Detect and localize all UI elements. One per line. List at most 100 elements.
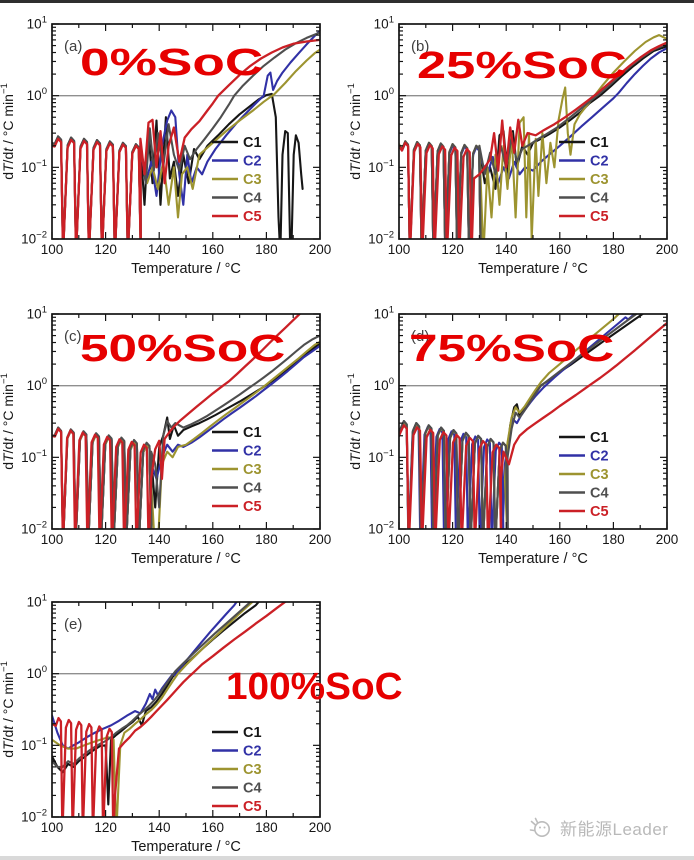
panel-e: 100 120 140 160 180 200 10−2 10−1 100 101 Temperat… bbox=[0, 582, 403, 860]
x-tick-label: 160 bbox=[202, 532, 225, 547]
y-tick-label: 10−2 bbox=[21, 520, 47, 537]
series-group bbox=[399, 314, 667, 529]
series-C4 bbox=[52, 602, 252, 768]
legend-label-C3: C3 bbox=[243, 172, 262, 188]
x-tick-label: 120 bbox=[441, 242, 464, 257]
series-C5 bbox=[399, 41, 667, 239]
legend-label-C3: C3 bbox=[243, 762, 262, 778]
y-axis-title: dT/dt / °C min−1 bbox=[0, 661, 16, 758]
y-tick-label: 100 bbox=[374, 376, 394, 393]
panel-e-chart: 100 120 140 160 180 200 10−2 10−1 100 101 Temperat… bbox=[0, 593, 331, 856]
legend-label-C5: C5 bbox=[243, 499, 262, 515]
x-tick-label: 120 bbox=[441, 532, 464, 547]
x-tick-label: 120 bbox=[94, 820, 117, 835]
y-axis-title: dT/dt / °C min−1 bbox=[0, 83, 16, 180]
x-tick-label: 180 bbox=[602, 532, 625, 547]
panel-letter: (c) bbox=[64, 328, 82, 345]
x-tick-label: 200 bbox=[656, 242, 679, 257]
top-edge-bar bbox=[0, 0, 694, 3]
series-C5 bbox=[52, 38, 320, 239]
axis-ticks bbox=[398, 23, 668, 240]
y-tick-label: 101 bbox=[374, 15, 394, 32]
panel-c-chart: 100 120 140 160 180 200 10−2 10−1 100 101 Temperat… bbox=[0, 305, 331, 568]
y-tick-label: 10−2 bbox=[368, 230, 394, 247]
x-axis-title: Temperature / °C bbox=[131, 261, 241, 277]
legend-label-C5: C5 bbox=[243, 799, 262, 815]
series-group bbox=[52, 314, 320, 529]
legend-label-C2: C2 bbox=[243, 154, 262, 170]
soc-label-a: 0%SoC bbox=[80, 42, 264, 84]
x-tick-label: 100 bbox=[388, 532, 411, 547]
y-axis-title: dT/dt / °C min−1 bbox=[0, 373, 16, 470]
panel-d: 100 120 140 160 180 200 10−2 10−1 100 101 Temperat… bbox=[346, 294, 694, 582]
y-tick-label: 101 bbox=[374, 305, 394, 322]
y-tick-label: 101 bbox=[27, 593, 47, 610]
legend-label-C1: C1 bbox=[243, 425, 262, 441]
x-tick-label: 100 bbox=[41, 532, 64, 547]
panel-a-chart: 100 120 140 160 180 200 10−2 10−1 100 101 Temperat… bbox=[0, 15, 331, 278]
soc-label-e: 100%SoC bbox=[226, 666, 403, 708]
panel-c: 100 120 140 160 180 200 10−2 10−1 100 101 Temperat… bbox=[0, 294, 347, 582]
axis-ticks bbox=[51, 313, 321, 530]
axis-labels: 100 120 140 160 180 200 10−2 10−1 100 101 Temperat… bbox=[0, 305, 331, 568]
legend-label-C3: C3 bbox=[590, 172, 609, 188]
legend-label-C2: C2 bbox=[590, 154, 609, 170]
y-tick-label: 10−2 bbox=[21, 230, 47, 247]
brand-watermark-text: 新能源Leader bbox=[560, 820, 669, 839]
legend: C1 C2 C3 C4 C5 bbox=[212, 725, 262, 815]
panel-letter: (a) bbox=[64, 38, 82, 55]
soc-label-b: 25%SoC bbox=[417, 45, 627, 87]
x-tick-label: 100 bbox=[388, 242, 411, 257]
axis-ticks bbox=[51, 601, 321, 818]
y-tick-label: 10−2 bbox=[368, 520, 394, 537]
soc-label-d: 75%SoC bbox=[409, 328, 615, 370]
x-tick-label: 160 bbox=[202, 242, 225, 257]
x-tick-label: 140 bbox=[148, 820, 171, 835]
bottom-edge-bar bbox=[0, 856, 694, 860]
x-tick-label: 120 bbox=[94, 242, 117, 257]
legend: C1 C2 C3 C4 C5 bbox=[559, 430, 609, 520]
series-C5 bbox=[399, 321, 667, 529]
x-tick-label: 140 bbox=[148, 242, 171, 257]
series-group bbox=[52, 602, 287, 817]
axis-ticks bbox=[51, 23, 321, 240]
x-tick-label: 160 bbox=[549, 532, 572, 547]
legend-label-C1: C1 bbox=[590, 135, 609, 151]
x-tick-label: 200 bbox=[309, 242, 332, 257]
y-axis-title: dT/dt / °C min−1 bbox=[346, 373, 363, 470]
x-tick-label: 180 bbox=[255, 242, 278, 257]
x-tick-label: 200 bbox=[309, 820, 332, 835]
legend: C1 C2 C3 C4 C5 bbox=[212, 425, 262, 515]
axis-ticks bbox=[398, 313, 668, 530]
legend-label-C1: C1 bbox=[590, 430, 609, 446]
y-tick-label: 100 bbox=[27, 86, 47, 103]
x-tick-label: 180 bbox=[602, 242, 625, 257]
panel-b-chart: 100 120 140 160 180 200 10−2 10−1 100 101 Temperat… bbox=[346, 15, 679, 278]
legend-label-C3: C3 bbox=[590, 467, 609, 483]
panel-d-chart: 100 120 140 160 180 200 10−2 10−1 100 101 Temperat… bbox=[346, 305, 678, 568]
legend-label-C3: C3 bbox=[243, 462, 262, 478]
x-tick-label: 180 bbox=[255, 532, 278, 547]
series-C5 bbox=[52, 314, 302, 529]
axis-labels: 100 120 140 160 180 200 10−2 10−1 100 101 Temperat… bbox=[0, 15, 331, 278]
panel-letter: (e) bbox=[64, 616, 82, 633]
panel-b: 100 120 140 160 180 200 10−2 10−1 100 101 Temperat… bbox=[346, 4, 694, 292]
mascot-logo-icon bbox=[529, 817, 550, 837]
axis-labels: 100 120 140 160 180 200 10−2 10−1 100 101 Temperat… bbox=[0, 593, 331, 856]
y-tick-label: 10−1 bbox=[21, 736, 47, 753]
series-group bbox=[52, 29, 320, 239]
panel-letter: (b) bbox=[411, 38, 429, 55]
y-tick-label: 100 bbox=[27, 376, 47, 393]
legend-label-C5: C5 bbox=[243, 209, 262, 225]
legend-label-C1: C1 bbox=[243, 725, 262, 741]
series-C2 bbox=[52, 602, 238, 750]
y-tick-label: 10−1 bbox=[368, 158, 394, 175]
panel-a: 100 120 140 160 180 200 10−2 10−1 100 101 Temperat… bbox=[0, 4, 347, 292]
legend-label-C1: C1 bbox=[243, 135, 262, 151]
legend-label-C2: C2 bbox=[590, 449, 609, 465]
x-tick-label: 100 bbox=[41, 242, 64, 257]
x-tick-label: 200 bbox=[309, 532, 332, 547]
y-tick-label: 10−2 bbox=[21, 808, 47, 825]
x-axis-title: Temperature / °C bbox=[131, 551, 241, 567]
